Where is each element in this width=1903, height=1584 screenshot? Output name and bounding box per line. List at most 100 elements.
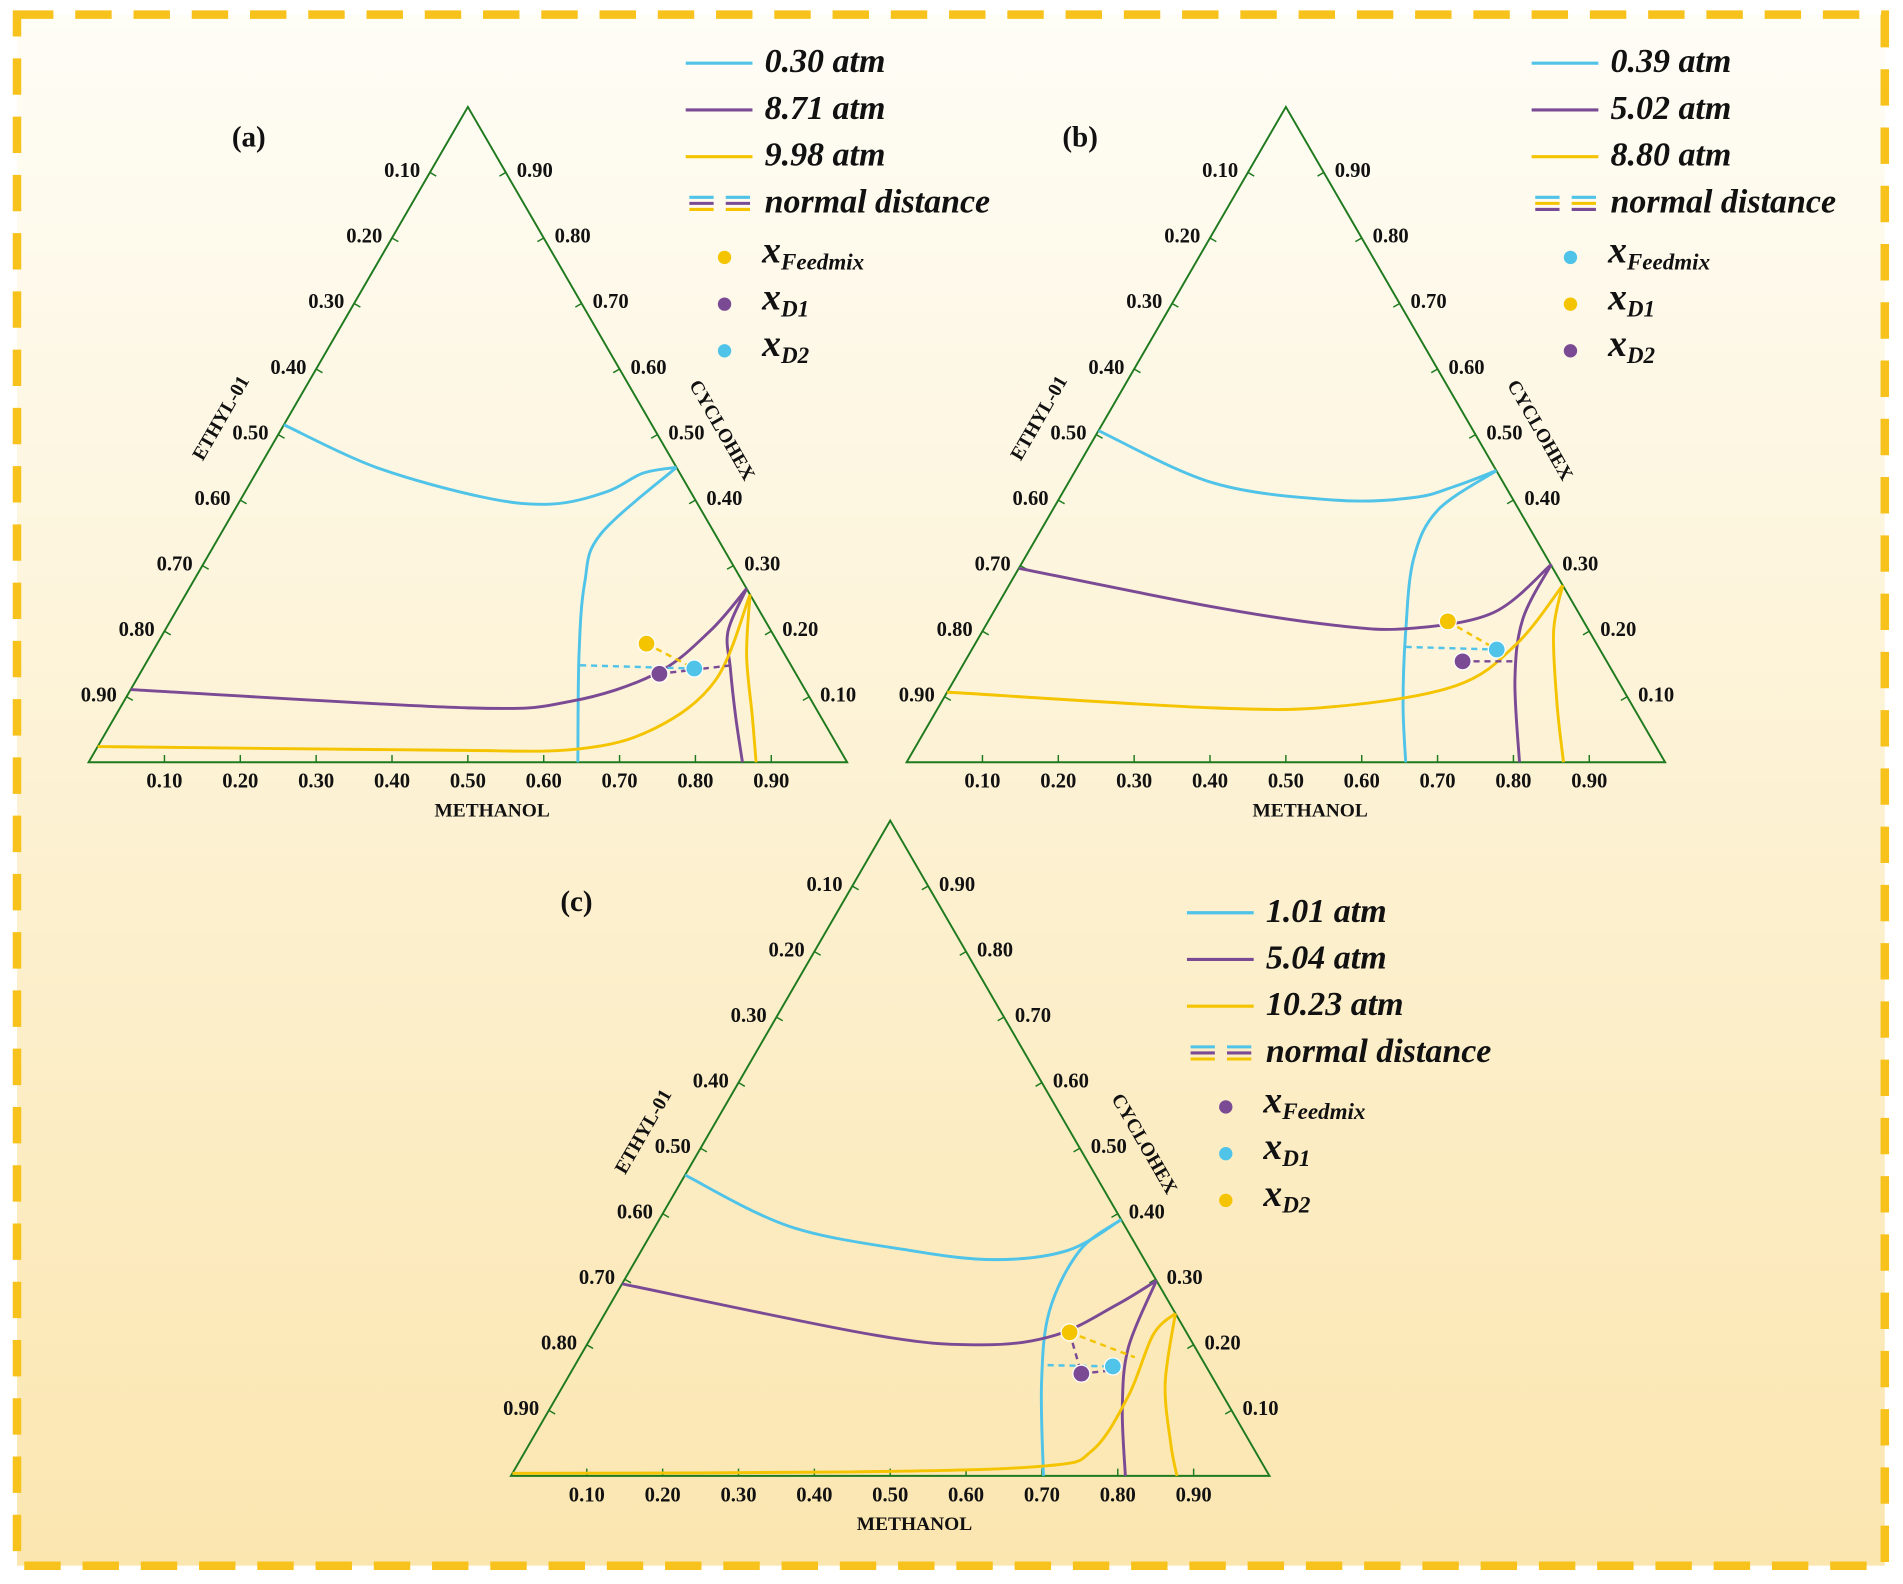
legend-subscript: Feedmix	[1626, 249, 1710, 275]
legend-label: normal distance	[1611, 183, 1837, 220]
bottom-tick-label: 0.40	[796, 1484, 832, 1506]
right-tick-label: 0.20	[1205, 1333, 1241, 1355]
legend-subscript: D1	[780, 296, 809, 322]
tick-mark	[1073, 1147, 1081, 1153]
distance-line	[1447, 620, 1498, 651]
legend-label: 5.02 atm	[1611, 90, 1732, 127]
tick-mark	[537, 237, 545, 243]
distance-line	[1069, 1331, 1136, 1359]
curve-line	[576, 466, 678, 763]
tick-mark	[944, 696, 952, 702]
right-tick-label: 0.70	[1015, 1005, 1051, 1027]
tick-mark	[202, 565, 210, 570]
residue-curve	[947, 584, 1565, 763]
right-tick-label: 0.80	[1373, 226, 1409, 248]
tick-mark	[1186, 1344, 1194, 1350]
tick-mark	[499, 171, 507, 177]
tick-mark	[612, 368, 620, 374]
left-tick-label: 0.70	[579, 1267, 615, 1289]
distance-line	[1405, 645, 1497, 651]
tick-mark	[1133, 368, 1141, 374]
tick-mark	[688, 499, 696, 505]
legend-marker	[1219, 1193, 1233, 1208]
tick-mark	[921, 885, 929, 891]
bottom-tick-label: 0.20	[222, 771, 258, 793]
composition-point	[637, 634, 656, 653]
left-tick-label: 0.40	[1088, 357, 1124, 379]
tick-mark	[239, 499, 247, 505]
bottom-tick-label: 0.30	[720, 1484, 756, 1506]
curve-line	[1120, 1280, 1158, 1476]
bottom-tick-label: 0.20	[1040, 771, 1076, 793]
right-tick-label: 0.30	[1167, 1267, 1203, 1289]
tick-mark	[813, 950, 822, 956]
tick-mark	[164, 630, 172, 636]
left-tick-label: 0.50	[1050, 422, 1086, 444]
tick-mark	[802, 696, 810, 702]
right-tick-label: 0.40	[1524, 488, 1560, 510]
legend-subscript: D2	[1281, 1192, 1310, 1218]
curve-line	[947, 584, 1564, 711]
tick-mark	[1224, 1409, 1232, 1415]
legend-symbol: x	[1262, 1079, 1282, 1121]
tick-mark	[650, 433, 658, 439]
legend-subscript: D1	[1626, 296, 1655, 322]
tick-mark	[776, 1016, 784, 1022]
legend-label: xD2	[1262, 1172, 1310, 1218]
legend-label: xFeedmix	[761, 229, 864, 275]
legend-marker	[1219, 1100, 1233, 1114]
curve-line	[97, 593, 752, 753]
tick-mark	[548, 1409, 556, 1415]
tick-mark	[277, 433, 285, 439]
legend-marker	[717, 344, 732, 358]
legend-symbol: x	[761, 323, 781, 365]
frame	[12, 10, 1890, 1570]
legend-marker	[1563, 297, 1578, 311]
legend-subscript: Feedmix	[780, 249, 864, 275]
left-tick-label: 0.50	[232, 422, 268, 444]
tick-mark	[700, 1147, 708, 1153]
bottom-tick-label: 0.60	[948, 1484, 984, 1506]
right-tick-label: 0.60	[1053, 1070, 1089, 1092]
right-tick-label: 0.10	[1638, 684, 1674, 706]
tick-mark	[1209, 237, 1217, 243]
composition-point	[1453, 652, 1472, 671]
legend-label: xFeedmix	[1607, 229, 1710, 275]
tick-mark	[586, 1344, 594, 1350]
right-tick-label: 0.90	[939, 874, 975, 896]
bottom-axis-label: METHANOL	[1252, 800, 1367, 821]
bottom-tick-label: 0.50	[872, 1484, 908, 1506]
tick-mark	[1430, 368, 1438, 374]
bottom-tick-label: 0.60	[1344, 771, 1380, 793]
legend-label: normal distance	[1266, 1033, 1492, 1070]
left-tick-label: 0.60	[194, 488, 230, 510]
legend-symbol: x	[761, 276, 781, 318]
legend-symbol: x	[1607, 229, 1627, 271]
bottom-tick-label: 0.10	[569, 1484, 605, 1506]
composition-point	[1103, 1357, 1122, 1376]
tick-mark	[353, 302, 361, 308]
left-tick-label: 0.20	[769, 939, 805, 961]
bottom-axis-label: METHANOL	[857, 1514, 972, 1535]
composition-point	[1072, 1364, 1091, 1383]
tick-mark	[1355, 237, 1363, 243]
curve-line	[1097, 429, 1497, 503]
right-tick-label: 0.80	[555, 226, 591, 248]
legend-symbol: x	[761, 229, 781, 271]
right-tick-label: 0.20	[782, 619, 818, 641]
legend-subscript: D1	[1281, 1145, 1310, 1171]
legend-label: 0.39 atm	[1611, 43, 1732, 80]
legend-marker	[1219, 1146, 1233, 1161]
legend-label: 10.23 atm	[1266, 986, 1404, 1023]
residue-curve	[1018, 563, 1553, 763]
right-tick-label: 0.10	[1242, 1398, 1278, 1420]
bottom-tick-label: 0.90	[753, 771, 789, 793]
left-tick-label: 0.10	[806, 874, 842, 896]
curve-line	[283, 423, 677, 506]
residue-curve	[512, 1312, 1179, 1477]
legend-label: xD1	[1262, 1126, 1310, 1172]
tick-mark	[851, 885, 859, 891]
right-tick-label: 0.50	[668, 422, 704, 444]
legend-subscript: D2	[1626, 342, 1655, 368]
curve-line	[621, 1279, 1158, 1347]
